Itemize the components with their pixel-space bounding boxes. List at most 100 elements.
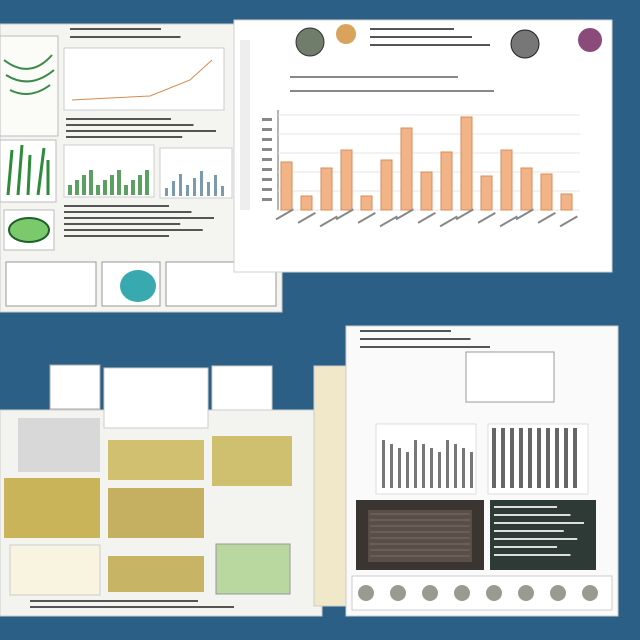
illegible-text: [360, 346, 490, 348]
small-bar: [131, 180, 135, 195]
panel: [49, 364, 101, 410]
illegible-text: [439, 215, 458, 228]
illegible-text: [70, 36, 181, 38]
small-bar: [207, 182, 210, 196]
icon: [518, 585, 534, 601]
small-bar: [537, 428, 541, 488]
illegible-text: [262, 188, 272, 191]
small-bar: [117, 170, 121, 195]
illegible-text: [494, 530, 564, 532]
bar: [280, 161, 293, 211]
illegible-text: [335, 208, 354, 221]
illegible-text: [262, 168, 272, 171]
illegible-text: [262, 178, 272, 181]
icon: [358, 585, 374, 601]
small-bar: [446, 440, 449, 488]
illegible-text: [379, 215, 398, 228]
illegible-text: [262, 158, 272, 161]
bar: [300, 195, 313, 211]
icon: [422, 585, 438, 601]
illegible-text: [360, 338, 471, 340]
small-bar: [422, 444, 425, 488]
illegible-text: [66, 118, 171, 120]
small-bar: [89, 170, 93, 195]
illegible-text: [66, 136, 183, 138]
illegible-text: [494, 546, 557, 548]
ornament-panel: [4, 478, 100, 538]
side-strip: [240, 40, 250, 210]
small-bar: [103, 180, 107, 195]
illegible-text: [515, 208, 534, 221]
bar: [520, 167, 533, 211]
ornament-panel: [212, 436, 292, 486]
small-bar: [186, 185, 189, 196]
icon: [582, 585, 598, 601]
small-bar: [165, 188, 168, 196]
illegible-text: [395, 208, 414, 221]
ornament-panel: [108, 440, 204, 480]
line-chart-panel: [63, 47, 225, 111]
small-bar: [221, 186, 224, 196]
small-bar: [430, 448, 433, 488]
illegible-text: [70, 28, 161, 30]
illegible-text: [559, 215, 578, 228]
small-bar: [193, 178, 196, 196]
illegible-text: [494, 506, 557, 508]
illegible-text: [262, 118, 272, 121]
illegible-text: [64, 217, 214, 219]
illegible-text: [360, 330, 451, 332]
bar: [560, 193, 573, 211]
leaf-drawing: [8, 217, 50, 243]
small-bar: [75, 180, 79, 195]
bar: [380, 159, 393, 211]
illegible-text: [499, 215, 518, 228]
dark-panel-inner: [368, 510, 472, 562]
dark-panel: [490, 500, 596, 570]
icon: [578, 28, 602, 52]
illegible-text: [370, 36, 472, 38]
small-bar: [172, 181, 175, 196]
icon: [550, 585, 566, 601]
bar: [440, 151, 453, 211]
small-bar: [470, 452, 473, 488]
ornament-panel: [108, 488, 204, 538]
small-bar: [555, 428, 559, 488]
illegible-text: [455, 208, 474, 221]
illegible-text: [319, 215, 338, 228]
top-right-sheet: [233, 19, 613, 273]
illegible-text: [297, 212, 316, 224]
illegible-text: [64, 229, 203, 231]
icon: [336, 24, 356, 44]
plant-drawing: [3, 54, 55, 95]
small-bar: [528, 428, 532, 488]
line-chart-line: [71, 59, 213, 101]
illegible-text: [262, 148, 272, 151]
small-bar: [124, 185, 128, 195]
shell-drawing: [120, 270, 156, 302]
small-bar: [501, 428, 505, 488]
photo-panel: [465, 351, 555, 403]
illegible-text: [494, 554, 571, 556]
icon: [295, 27, 325, 57]
small-bar: [414, 440, 417, 488]
panel: [211, 365, 273, 411]
illegible-text: [290, 90, 494, 92]
small-bar: [519, 428, 523, 488]
small-bar: [68, 185, 72, 195]
illegible-text: [30, 606, 234, 608]
small-bar: [510, 428, 514, 488]
small-bar: [390, 444, 393, 488]
illegible-text: [417, 212, 436, 224]
small-bar: [138, 175, 142, 195]
small-bar: [546, 428, 550, 488]
bar: [400, 127, 413, 211]
panel: [103, 367, 209, 429]
illegible-text: [477, 212, 496, 224]
sketch-panel: [5, 261, 97, 307]
small-bar: [492, 428, 496, 488]
small-bar: [179, 174, 182, 196]
bar: [340, 149, 353, 211]
illegible-text: [290, 76, 458, 78]
